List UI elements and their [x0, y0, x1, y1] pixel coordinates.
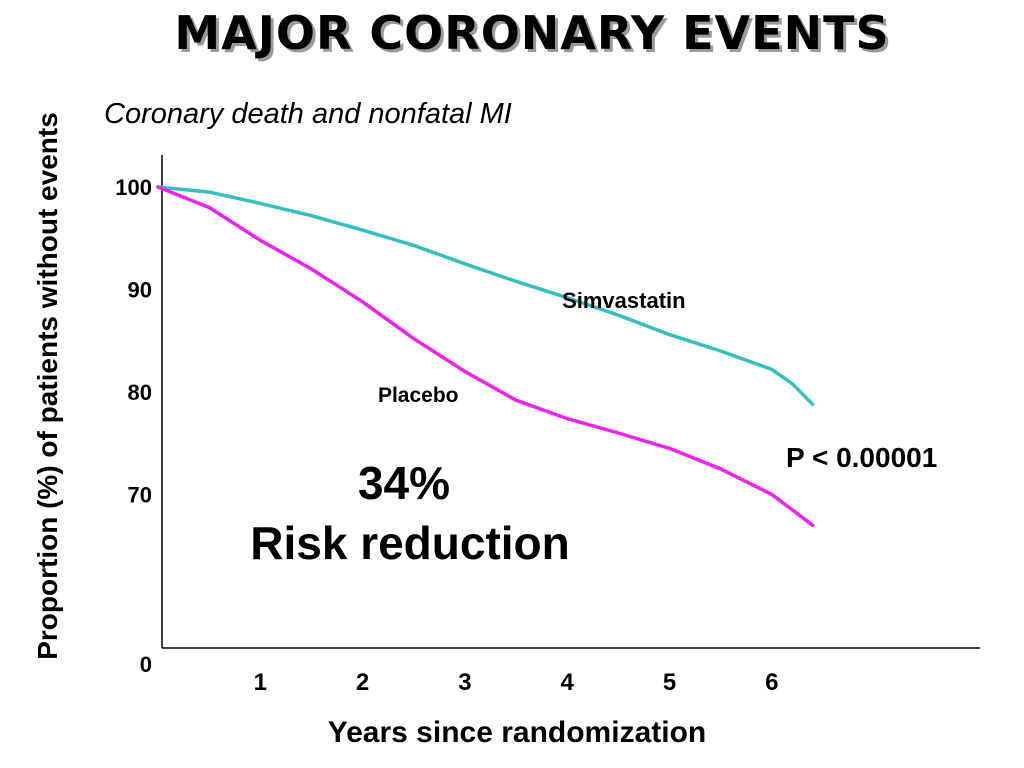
y-tick-label: 70 [128, 483, 152, 508]
series-lines [156, 185, 815, 528]
y-tick-label: 0 [140, 652, 152, 677]
y-tick-label: 80 [128, 380, 152, 405]
y-tick-label: 100 [115, 175, 152, 200]
x-tick-label: 2 [356, 669, 369, 696]
chart-title: MAJOR CORONARY EVENTS [174, 6, 890, 60]
series-labels: Simvastatin Placebo [378, 288, 686, 407]
series-label-placebo: Placebo [378, 384, 459, 407]
risk-reduction-percent: 34% [357, 457, 451, 509]
x-tick-label: 3 [458, 669, 471, 696]
x-tick-label: 4 [561, 669, 575, 696]
x-tick-label: 5 [663, 669, 676, 696]
x-tick-label: 1 [254, 669, 267, 696]
series-label-simvastatin: Simvastatin [562, 288, 686, 313]
p-value-annotation: P < 0.00001 [786, 442, 938, 473]
axes [161, 155, 980, 649]
series-line-placebo [156, 185, 815, 528]
risk-reduction-label: Risk reduction [250, 517, 570, 569]
x-axis-label: Years since randomization [327, 716, 707, 749]
series-line-simvastatin [156, 185, 815, 407]
y-tick-label: 90 [128, 278, 152, 303]
chart-subtitle: Coronary death and nonfatal MI [104, 98, 512, 130]
x-tick-label: 6 [765, 669, 778, 696]
